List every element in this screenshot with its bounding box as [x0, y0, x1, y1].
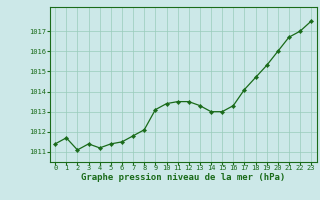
X-axis label: Graphe pression niveau de la mer (hPa): Graphe pression niveau de la mer (hPa) [81, 173, 285, 182]
